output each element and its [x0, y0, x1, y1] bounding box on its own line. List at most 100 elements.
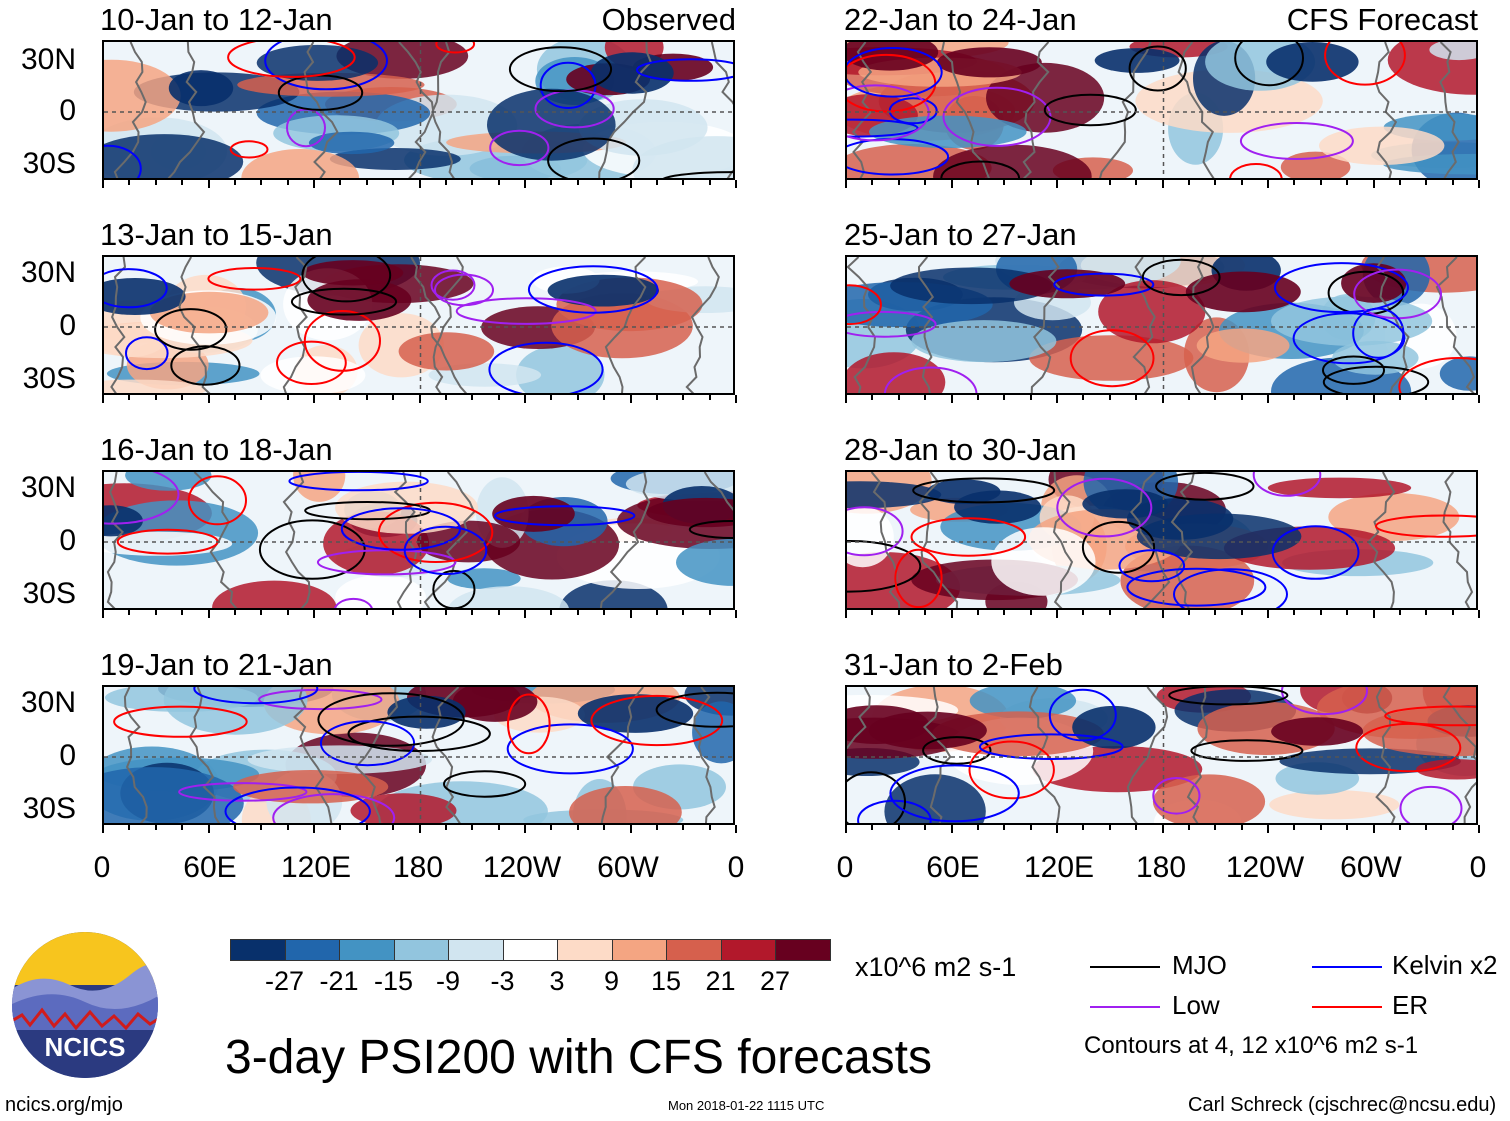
tick-mark: [708, 395, 711, 400]
tick-mark: [1003, 395, 1006, 400]
tick-mark: [1478, 395, 1480, 403]
tick-mark: [1135, 395, 1138, 400]
tick-mark: [1003, 825, 1006, 830]
footer-author: Carl Schreck (cjschrec@ncsu.edu): [1188, 1094, 1497, 1116]
tick-mark: [418, 395, 421, 403]
tick-mark: [1478, 610, 1480, 618]
legend-low-label: Low: [1172, 990, 1220, 1020]
tick-mark: [603, 395, 606, 400]
lat-label-eq: 0: [59, 524, 76, 557]
panel-title-6: 25-Jan to 27-Jan: [844, 217, 1077, 252]
tick-mark: [897, 825, 900, 830]
tick-mark: [1425, 610, 1428, 615]
tick-mark: [418, 825, 421, 833]
tick-mark: [629, 180, 632, 188]
lat-label-30n: 30N: [20, 471, 76, 504]
tick-mark: [1451, 825, 1454, 830]
tick-mark: [181, 180, 184, 185]
lat-label-30s: 30S: [22, 792, 76, 825]
tick-mark: [154, 180, 157, 185]
logo-text: NCICS: [45, 1032, 126, 1062]
main-title: 3-day PSI200 with CFS forecasts: [225, 1031, 932, 1084]
lat-label-30s: 30S: [22, 577, 76, 610]
tick-mark: [1082, 180, 1085, 185]
tick-mark: [365, 180, 368, 185]
panel-title-2: 13-Jan to 15-Jan: [100, 217, 333, 252]
colorbar-cell: [557, 939, 613, 961]
tick-mark: [233, 610, 236, 615]
tick-mark: [418, 610, 421, 618]
colorbar-cell: [393, 939, 449, 961]
tick-mark: [128, 395, 131, 400]
tick-mark: [682, 825, 685, 830]
colorbar-cell: [666, 939, 722, 961]
lon-label: 0: [1469, 851, 1487, 884]
tick-mark: [524, 395, 526, 403]
tick-mark: [1478, 180, 1480, 188]
tick-mark: [950, 825, 953, 833]
panel-title-3: 16-Jan to 18-Jan: [100, 432, 333, 467]
colorbar-tick-label: -21: [319, 966, 359, 996]
tick-mark: [444, 825, 447, 830]
lat-label-eq: 0: [59, 309, 76, 342]
tick-mark: [924, 825, 927, 830]
observed-map-panel: [102, 255, 735, 395]
tick-mark: [1240, 610, 1243, 615]
tick-mark: [207, 180, 210, 188]
tick-mark: [313, 180, 315, 188]
tick-mark: [735, 395, 737, 403]
tick-mark: [1451, 610, 1454, 615]
tick-mark: [708, 825, 711, 830]
tick-mark: [524, 610, 526, 618]
lat-label-30s: 30S: [22, 147, 76, 180]
tick-mark: [845, 610, 847, 618]
tick-mark: [207, 610, 210, 618]
tick-mark: [682, 395, 685, 400]
tick-mark: [444, 610, 447, 615]
tick-mark: [655, 180, 658, 185]
contour-note: Contours at 4, 12 x10^6 m2 s-1: [1084, 1032, 1419, 1059]
tick-mark: [655, 610, 658, 615]
tick-mark: [1214, 825, 1217, 830]
tick-mark: [897, 395, 900, 400]
lat-label-eq: 0: [59, 94, 76, 127]
tick-mark: [950, 610, 953, 618]
tick-mark: [1346, 395, 1349, 400]
tick-mark: [1346, 180, 1349, 185]
tick-mark: [471, 825, 474, 830]
tick-mark: [1056, 825, 1058, 833]
tick-mark: [1293, 610, 1296, 615]
colorbar-tick-label: 21: [705, 966, 736, 996]
tick-mark: [976, 610, 979, 615]
forecast-map-panel: [845, 255, 1478, 395]
tick-mark: [871, 610, 874, 615]
footer-website[interactable]: ncics.org/mjo: [5, 1094, 123, 1116]
tick-mark: [871, 395, 874, 400]
tick-mark: [976, 825, 979, 830]
tick-mark: [1398, 610, 1401, 615]
footer-timestamp: Mon 2018-01-22 1115 UTC: [668, 1098, 825, 1113]
tick-mark: [497, 180, 500, 185]
colorbar-tick-label: -3: [490, 966, 515, 996]
lat-label-eq: 0: [59, 739, 76, 772]
tick-mark: [339, 825, 342, 830]
tick-mark: [1082, 825, 1085, 830]
lon-label: 60W: [1340, 851, 1402, 884]
tick-mark: [550, 825, 553, 830]
tick-mark: [1187, 395, 1190, 400]
tick-mark: [128, 825, 131, 830]
tick-mark: [444, 395, 447, 400]
tick-mark: [286, 395, 289, 400]
tick-mark: [845, 180, 847, 188]
tick-mark: [102, 395, 104, 403]
colorbar-cell: [775, 939, 831, 961]
tick-mark: [1187, 825, 1190, 830]
tick-mark: [845, 395, 847, 403]
observed-map-panel: [102, 685, 735, 825]
tick-mark: [233, 395, 236, 400]
colorbar-cell: [339, 939, 395, 961]
lon-label: 0: [93, 851, 111, 884]
tick-mark: [1003, 180, 1006, 185]
tick-mark: [576, 825, 579, 830]
tick-mark: [550, 180, 553, 185]
